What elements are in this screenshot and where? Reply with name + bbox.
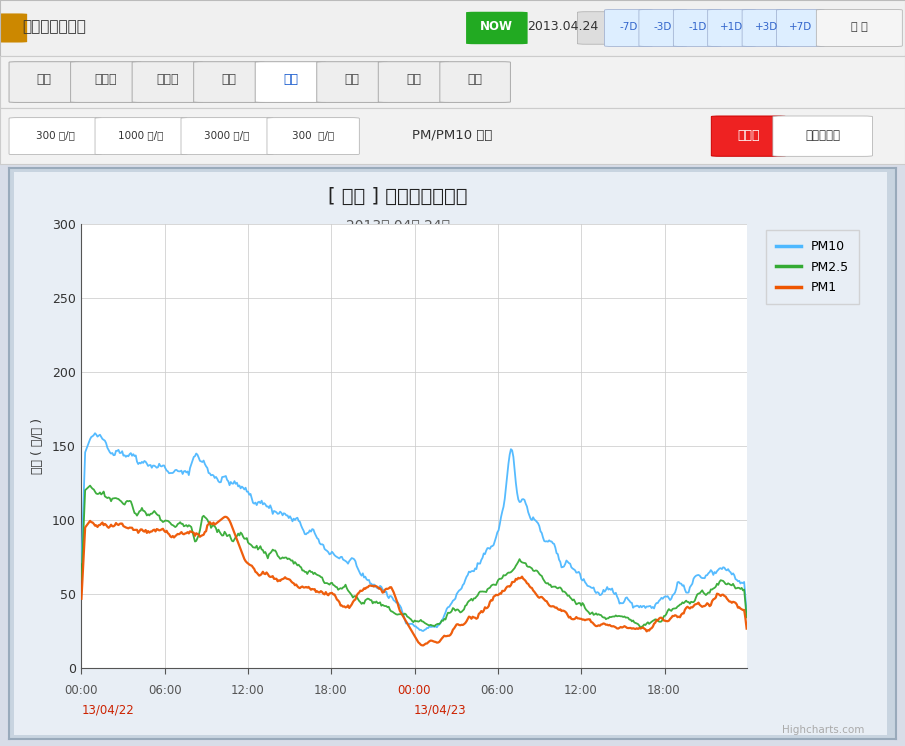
Text: 13/04/23: 13/04/23 bbox=[414, 703, 467, 716]
FancyBboxPatch shape bbox=[194, 62, 264, 102]
FancyBboxPatch shape bbox=[708, 10, 756, 46]
Text: 12:00: 12:00 bbox=[564, 684, 597, 697]
FancyBboxPatch shape bbox=[816, 10, 902, 46]
Text: NOW: NOW bbox=[481, 20, 513, 34]
Text: -1D: -1D bbox=[688, 22, 707, 32]
FancyBboxPatch shape bbox=[9, 62, 80, 102]
Text: +7D: +7D bbox=[789, 22, 812, 32]
FancyBboxPatch shape bbox=[317, 62, 387, 102]
Text: 18:00: 18:00 bbox=[314, 684, 348, 697]
FancyBboxPatch shape bbox=[255, 62, 326, 102]
Text: 관측데이터: 관측데이터 bbox=[805, 128, 840, 142]
Text: 2013.04.24: 2013.04.24 bbox=[527, 20, 598, 34]
Text: 황사입자계수기: 황사입자계수기 bbox=[23, 19, 87, 34]
FancyBboxPatch shape bbox=[577, 12, 615, 44]
Legend: PM10, PM2.5, PM1: PM10, PM2.5, PM1 bbox=[767, 230, 860, 304]
Text: 06:00: 06:00 bbox=[481, 684, 514, 697]
FancyBboxPatch shape bbox=[378, 62, 449, 102]
Text: 13/04/22: 13/04/22 bbox=[81, 703, 134, 716]
Text: 그래프: 그래프 bbox=[738, 128, 759, 142]
FancyBboxPatch shape bbox=[71, 62, 141, 102]
FancyBboxPatch shape bbox=[132, 62, 203, 102]
FancyBboxPatch shape bbox=[440, 62, 510, 102]
Y-axis label: 농도 ( ㎍/㎡ ): 농도 ( ㎍/㎡ ) bbox=[31, 418, 43, 474]
Text: 00:00: 00:00 bbox=[64, 684, 99, 697]
Text: PM/PM10 비율: PM/PM10 비율 bbox=[413, 128, 492, 142]
FancyBboxPatch shape bbox=[605, 10, 653, 46]
FancyBboxPatch shape bbox=[267, 118, 359, 154]
FancyBboxPatch shape bbox=[181, 118, 273, 154]
Text: 12:00: 12:00 bbox=[231, 684, 264, 697]
Text: 광주: 광주 bbox=[406, 73, 421, 86]
Text: 3000 ㎍/㎡: 3000 ㎍/㎡ bbox=[205, 130, 250, 140]
Text: 철원: 철원 bbox=[222, 73, 236, 86]
FancyBboxPatch shape bbox=[773, 116, 872, 157]
Text: 1000 ㎍/㎡: 1000 ㎍/㎡ bbox=[119, 130, 164, 140]
Text: 300  ㎍/㎡: 300 ㎍/㎡ bbox=[292, 130, 334, 140]
FancyBboxPatch shape bbox=[711, 116, 786, 157]
Text: 흑산도: 흑산도 bbox=[157, 73, 178, 86]
Text: [ 문산 ] 황사입자계수기: [ 문산 ] 황사입자계수기 bbox=[329, 187, 468, 207]
Text: +3D: +3D bbox=[755, 22, 777, 32]
Text: 검 색: 검 색 bbox=[851, 22, 868, 32]
Text: Highcharts.com: Highcharts.com bbox=[782, 724, 864, 735]
Text: 300 ㎍/㎡: 300 ㎍/㎡ bbox=[36, 130, 74, 140]
Text: -7D: -7D bbox=[619, 22, 638, 32]
Text: 백령도: 백령도 bbox=[95, 73, 117, 86]
FancyBboxPatch shape bbox=[776, 10, 824, 46]
FancyBboxPatch shape bbox=[95, 118, 187, 154]
Text: 문산: 문산 bbox=[283, 73, 298, 86]
FancyBboxPatch shape bbox=[0, 13, 27, 43]
Text: 서울: 서울 bbox=[37, 73, 52, 86]
FancyBboxPatch shape bbox=[9, 118, 101, 154]
FancyBboxPatch shape bbox=[466, 12, 528, 44]
Text: +1D: +1D bbox=[720, 22, 743, 32]
FancyBboxPatch shape bbox=[742, 10, 790, 46]
Text: 06:00: 06:00 bbox=[148, 684, 181, 697]
Text: 18:00: 18:00 bbox=[647, 684, 681, 697]
FancyBboxPatch shape bbox=[673, 10, 721, 46]
FancyBboxPatch shape bbox=[639, 10, 687, 46]
Text: 00:00: 00:00 bbox=[397, 684, 431, 697]
Text: 2013년 04월 24일: 2013년 04월 24일 bbox=[346, 218, 450, 232]
Text: -3D: -3D bbox=[653, 22, 672, 32]
Text: 군산: 군산 bbox=[345, 73, 359, 86]
Text: 대구: 대구 bbox=[468, 73, 482, 86]
